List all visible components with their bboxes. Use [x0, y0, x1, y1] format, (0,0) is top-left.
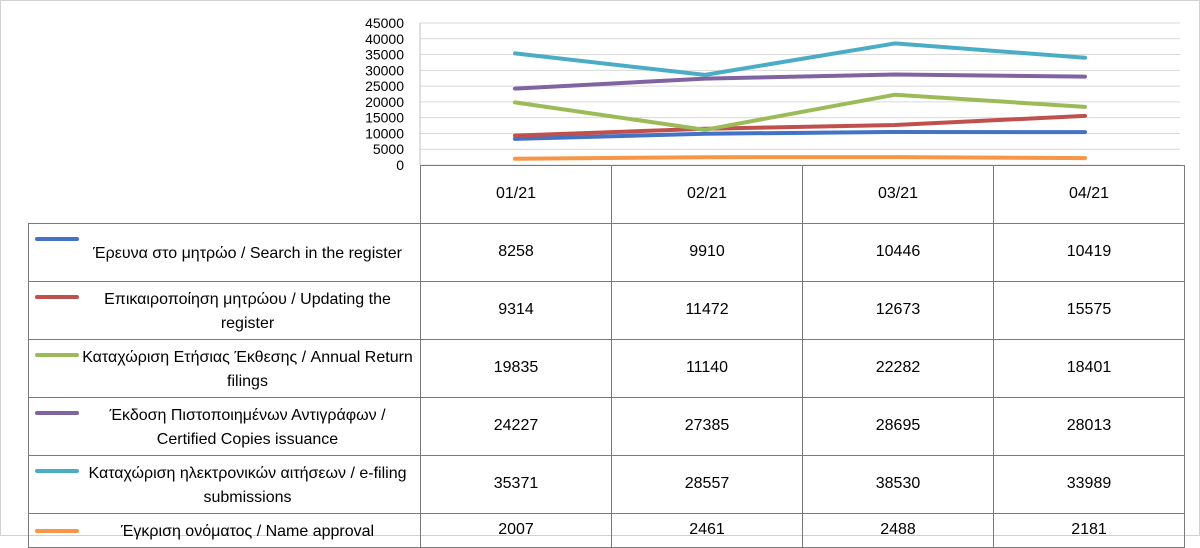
data-value: 27385 [611, 396, 803, 456]
data-value: 2181 [993, 512, 1185, 548]
category-label: 03/21 [802, 165, 994, 224]
y-tick-label: 25000 [365, 78, 404, 94]
data-value: 11472 [611, 280, 803, 340]
series-line [513, 113, 1087, 138]
y-tick-label: 30000 [365, 62, 404, 78]
series-name: Έγκριση ονόματος / Name approval [120, 523, 375, 540]
table-header-blank [28, 165, 421, 224]
data-value: 19835 [420, 338, 612, 398]
category-label: 01/21 [420, 165, 612, 224]
data-value: 28557 [611, 454, 803, 514]
series-line [513, 92, 1087, 132]
y-tick-label: 15000 [365, 110, 404, 126]
data-value: 11140 [611, 338, 803, 398]
table-row-annual-return: Καταχώριση Ετήσιας Έκθεσης / Annual Retu… [28, 338, 1185, 398]
table-row-certified-copies: Έκδοση Πιστοποιημένων Αντιγράφων / Certi… [28, 396, 1185, 456]
series-lines [513, 41, 1087, 161]
gridlines [419, 22, 1180, 166]
table-row-search: Έρευνα στο μητρώο / Search in the regist… [28, 222, 1185, 282]
data-value: 9314 [420, 280, 612, 340]
series-name: Καταχώριση Ετήσιας Έκθεσης / Annual Retu… [82, 349, 413, 390]
data-value: 28695 [802, 396, 994, 456]
series-line [513, 72, 1087, 91]
data-value: 35371 [420, 454, 612, 514]
legend-cell: Έγκριση ονόματος / Name approval [28, 512, 421, 548]
series-name: Έρευνα στο μητρώο / Search in the regist… [93, 245, 402, 262]
data-value: 10419 [993, 222, 1185, 282]
data-value: 22282 [802, 338, 994, 398]
table-row-name-approval: Έγκριση ονόματος / Name approval 2007 24… [28, 512, 1185, 548]
series-name: Επικαιροποίηση μητρώου / Updating the re… [104, 291, 391, 332]
legend-key-line [35, 236, 79, 241]
legend-cell: Καταχώριση ηλεκτρονικών αιτήσεων / e-fil… [28, 454, 421, 514]
y-tick-label: 45000 [365, 15, 404, 31]
legend-key-line [35, 352, 79, 357]
data-value: 9910 [611, 222, 803, 282]
category-label: 02/21 [611, 165, 803, 224]
data-value: 33989 [993, 454, 1185, 514]
data-value: 28013 [993, 396, 1185, 456]
y-axis-ticks: 0500010000150002000025000300003500040000… [365, 15, 404, 170]
y-tick-label: 20000 [365, 94, 404, 110]
data-value: 8258 [420, 222, 612, 282]
table-header-row: 01/21 02/21 03/21 04/21 [28, 165, 1185, 224]
y-tick-label: 35000 [365, 47, 404, 63]
y-tick-label: 10000 [365, 125, 404, 141]
line-plot: 0500010000150002000025000300003500040000… [365, 15, 1180, 170]
data-value: 18401 [993, 338, 1185, 398]
series-name: Έκδοση Πιστοποιημένων Αντιγράφων / Certi… [109, 407, 386, 448]
y-tick-label: 40000 [365, 31, 404, 47]
data-value: 2488 [802, 512, 994, 548]
legend-key-line [35, 294, 79, 299]
legend-cell: Επικαιροποίηση μητρώου / Updating the re… [28, 280, 421, 340]
category-label: 04/21 [993, 165, 1185, 224]
data-value: 10446 [802, 222, 994, 282]
table-row-e-filing: Καταχώριση ηλεκτρονικών αιτήσεων / e-fil… [28, 454, 1185, 514]
data-value: 12673 [802, 280, 994, 340]
legend-cell: Καταχώριση Ετήσιας Έκθεσης / Annual Retu… [28, 338, 421, 398]
data-value: 2461 [611, 512, 803, 548]
series-line [513, 41, 1087, 77]
data-table: 01/21 02/21 03/21 04/21 Έρευνα στο μητρώ… [28, 165, 1185, 548]
y-tick-label: 0 [396, 157, 404, 170]
legend-key-line [35, 468, 79, 473]
series-line [513, 155, 1087, 161]
legend-key-line [35, 528, 79, 533]
data-value: 15575 [993, 280, 1185, 340]
series-name: Καταχώριση ηλεκτρονικών αιτήσεων / e-fil… [88, 465, 407, 506]
y-tick-label: 5000 [373, 141, 404, 157]
data-value: 38530 [802, 454, 994, 514]
legend-cell: Έρευνα στο μητρώο / Search in the regist… [28, 222, 421, 282]
series-line [513, 130, 1087, 141]
legend-key-line [35, 410, 79, 415]
data-value: 24227 [420, 396, 612, 456]
table-row-updating: Επικαιροποίηση μητρώου / Updating the re… [28, 280, 1185, 340]
data-value: 2007 [420, 512, 612, 548]
legend-cell: Έκδοση Πιστοποιημένων Αντιγράφων / Certi… [28, 396, 421, 456]
